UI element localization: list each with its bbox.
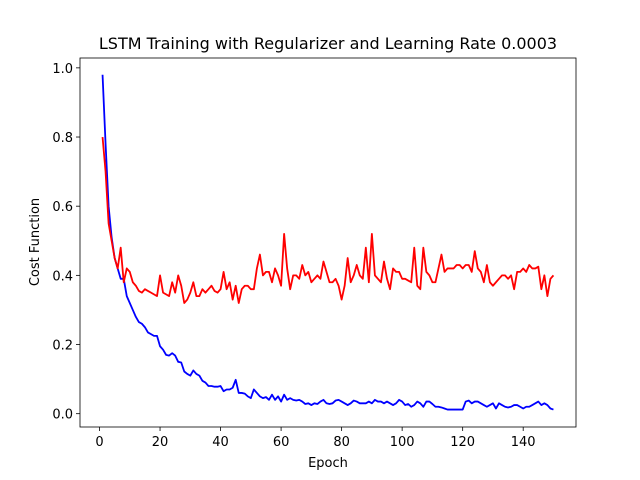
y-tick-label: 0.4 xyxy=(52,269,73,284)
y-tick-label: 0.0 xyxy=(52,408,73,423)
y-tick-label: 1.0 xyxy=(52,62,73,77)
x-tick-label: 60 xyxy=(273,435,290,450)
x-tick-label: 100 xyxy=(390,435,415,450)
y-tick-label: 0.6 xyxy=(52,200,73,215)
x-axis-label: Epoch xyxy=(308,456,348,471)
chart-title: LSTM Training with Regularizer and Learn… xyxy=(99,34,557,53)
y-tick-label: 0.8 xyxy=(52,131,73,146)
x-tick-label: 0 xyxy=(95,435,103,450)
x-tick-label: 80 xyxy=(333,435,350,450)
y-tick-label: 0.2 xyxy=(52,339,73,354)
x-tick-label: 140 xyxy=(511,435,536,450)
line-series xyxy=(101,74,554,411)
plot-frame xyxy=(79,57,577,428)
line-series xyxy=(101,136,555,304)
x-tick-label: 120 xyxy=(450,435,475,450)
x-tick-label: 20 xyxy=(152,435,169,450)
y-axis-label: Cost Function xyxy=(28,198,43,286)
x-tick-label: 40 xyxy=(212,435,229,450)
